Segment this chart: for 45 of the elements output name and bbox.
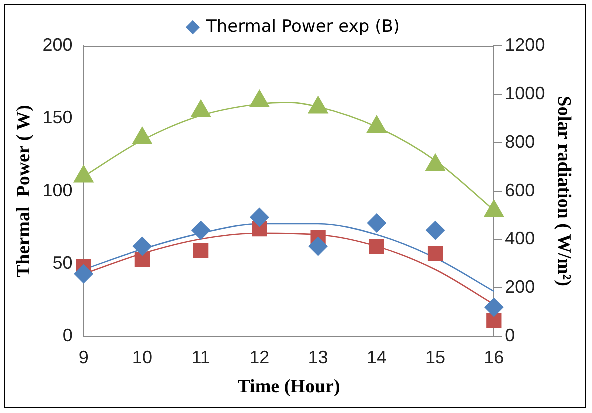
point bbox=[250, 208, 270, 227]
y-tick-label: 0 bbox=[62, 326, 73, 346]
y2-tick-label: 200 bbox=[505, 277, 536, 298]
y-axis-title: Thermal Power ( W) bbox=[13, 105, 34, 278]
x-tick-label: 13 bbox=[308, 347, 328, 368]
point bbox=[426, 221, 446, 240]
y2-tick-label: 1200 bbox=[505, 34, 546, 55]
point bbox=[132, 237, 152, 256]
x-tick-label: 10 bbox=[132, 347, 152, 368]
x-tick-label: 14 bbox=[366, 347, 387, 368]
point bbox=[74, 165, 94, 183]
x-axis-title: Time (Hour) bbox=[238, 376, 340, 398]
point bbox=[428, 246, 444, 262]
point bbox=[134, 252, 150, 268]
x-tick-label: 9 bbox=[78, 347, 89, 368]
y2-tick-label: 800 bbox=[505, 132, 536, 152]
y2-tick-label: 400 bbox=[505, 228, 536, 249]
point bbox=[426, 154, 446, 172]
point bbox=[484, 298, 504, 318]
x-tick-label: 12 bbox=[250, 347, 270, 368]
y-tick-label: 50 bbox=[52, 252, 73, 273]
y2-axis-title: Solar radiation ( W/m²) bbox=[554, 96, 575, 286]
point bbox=[308, 237, 328, 256]
x-tick-label: 11 bbox=[192, 347, 210, 368]
point bbox=[484, 200, 504, 218]
y-tick-label: 200 bbox=[42, 34, 73, 55]
x-tick-label: 16 bbox=[484, 347, 504, 368]
y2-tick-label: 1000 bbox=[505, 83, 546, 104]
y-tick-label: 100 bbox=[42, 180, 73, 200]
y2-tick-label: 600 bbox=[505, 180, 536, 200]
legend-label: Thermal Power exp (B) bbox=[205, 16, 400, 37]
point bbox=[367, 214, 386, 233]
point bbox=[191, 100, 212, 118]
x-tick-label: 15 bbox=[426, 347, 446, 368]
point bbox=[250, 90, 270, 108]
point bbox=[132, 127, 152, 145]
y2-tick-label: 0 bbox=[505, 326, 516, 346]
point bbox=[74, 264, 94, 284]
point bbox=[486, 313, 502, 328]
point bbox=[308, 96, 328, 114]
point bbox=[192, 221, 211, 240]
point bbox=[366, 116, 387, 134]
point bbox=[369, 238, 384, 254]
y-tick-label: 150 bbox=[42, 108, 73, 128]
point bbox=[193, 243, 209, 258]
